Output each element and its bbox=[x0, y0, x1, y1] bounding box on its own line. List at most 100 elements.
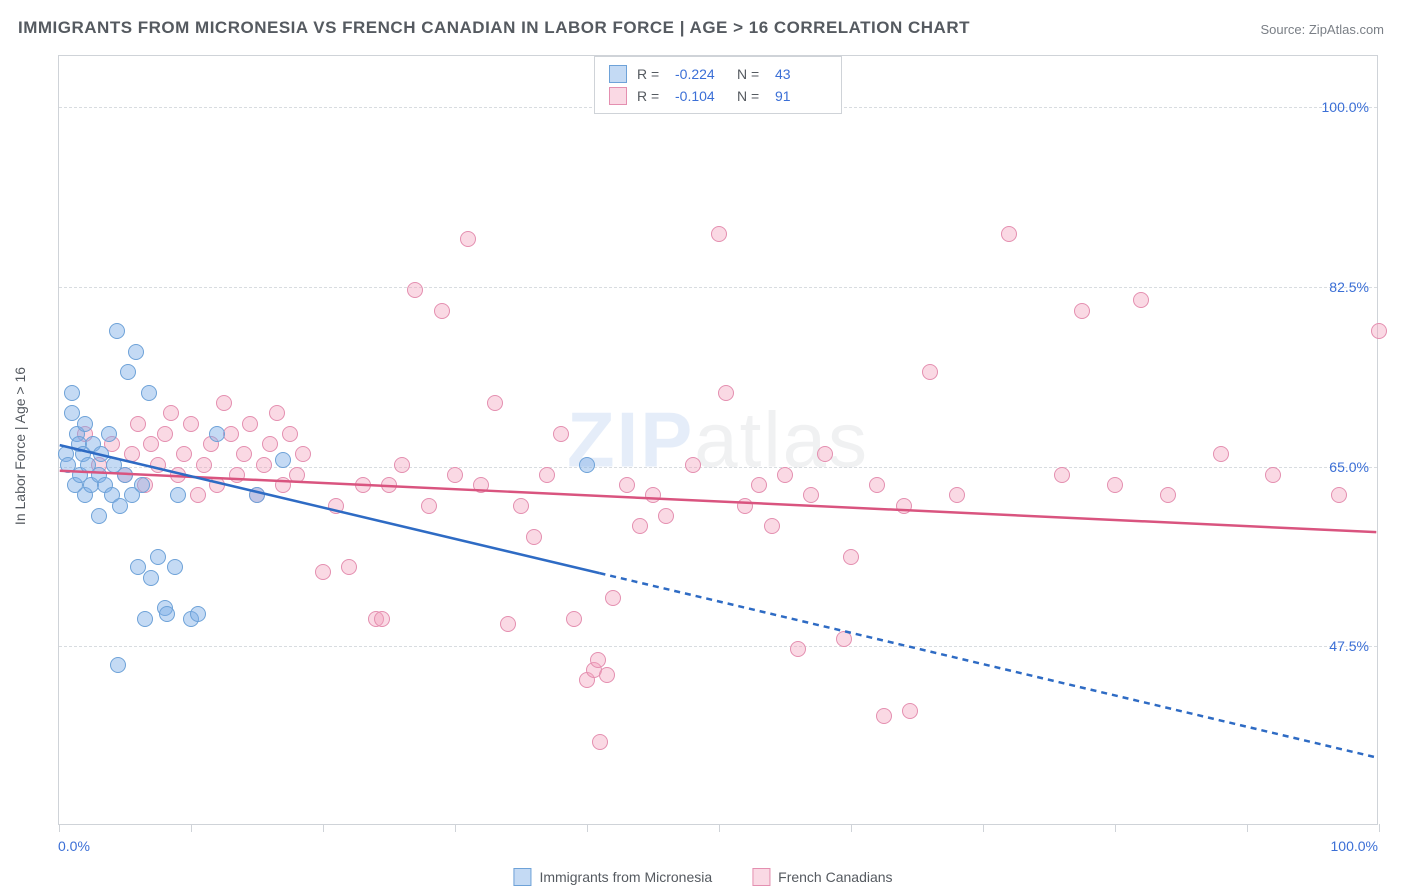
french-point bbox=[282, 426, 298, 442]
y-tick-label: 47.5% bbox=[1329, 638, 1369, 654]
y-axis-title: In Labor Force | Age > 16 bbox=[12, 367, 28, 525]
french-point bbox=[487, 395, 503, 411]
french-point bbox=[381, 477, 397, 493]
n-value-micronesia: 43 bbox=[775, 66, 827, 82]
micronesia-point bbox=[134, 477, 150, 493]
french-point bbox=[473, 477, 489, 493]
x-tick bbox=[59, 824, 60, 832]
r-value-french: -0.104 bbox=[675, 88, 727, 104]
legend-row-french: R = -0.104 N = 91 bbox=[609, 85, 827, 107]
micronesia-point bbox=[64, 385, 80, 401]
x-tick bbox=[719, 824, 720, 832]
french-point bbox=[341, 559, 357, 575]
x-tick bbox=[983, 824, 984, 832]
x-tick bbox=[323, 824, 324, 832]
french-point bbox=[143, 436, 159, 452]
legend-label-french: French Canadians bbox=[778, 869, 892, 885]
french-point bbox=[374, 611, 390, 627]
french-point bbox=[1107, 477, 1123, 493]
micronesia-point bbox=[159, 606, 175, 622]
y-tick-label: 65.0% bbox=[1329, 459, 1369, 475]
french-point bbox=[711, 226, 727, 242]
series-legend: Immigrants from Micronesia French Canadi… bbox=[513, 868, 892, 886]
trend-line bbox=[600, 573, 1377, 757]
french-point bbox=[751, 477, 767, 493]
french-point bbox=[447, 467, 463, 483]
micronesia-point bbox=[249, 487, 265, 503]
french-point bbox=[269, 405, 285, 421]
x-axis-max-label: 100.0% bbox=[1331, 838, 1378, 854]
n-label: N = bbox=[737, 88, 765, 104]
micronesia-point bbox=[275, 452, 291, 468]
french-point bbox=[407, 282, 423, 298]
micronesia-point bbox=[579, 457, 595, 473]
french-point bbox=[592, 734, 608, 750]
french-point bbox=[737, 498, 753, 514]
french-point bbox=[526, 529, 542, 545]
n-value-french: 91 bbox=[775, 88, 827, 104]
x-tick bbox=[851, 824, 852, 832]
french-point bbox=[949, 487, 965, 503]
micronesia-point bbox=[141, 385, 157, 401]
french-point bbox=[922, 364, 938, 380]
micronesia-point bbox=[167, 559, 183, 575]
french-point bbox=[605, 590, 621, 606]
french-point bbox=[869, 477, 885, 493]
n-label: N = bbox=[737, 66, 765, 82]
french-point bbox=[295, 446, 311, 462]
micronesia-point bbox=[110, 657, 126, 673]
legend-item-french: French Canadians bbox=[752, 868, 892, 886]
french-point bbox=[836, 631, 852, 647]
x-axis-min-label: 0.0% bbox=[58, 838, 90, 854]
french-point bbox=[645, 487, 661, 503]
french-point bbox=[1331, 487, 1347, 503]
french-point bbox=[817, 446, 833, 462]
micronesia-point bbox=[120, 364, 136, 380]
x-tick bbox=[1247, 824, 1248, 832]
chart-title: IMMIGRANTS FROM MICRONESIA VS FRENCH CAN… bbox=[18, 18, 970, 38]
french-point bbox=[289, 467, 305, 483]
french-point bbox=[275, 477, 291, 493]
french-point bbox=[632, 518, 648, 534]
swatch-french bbox=[609, 87, 627, 105]
french-point bbox=[183, 416, 199, 432]
french-point bbox=[130, 416, 146, 432]
french-point bbox=[315, 564, 331, 580]
legend-item-micronesia: Immigrants from Micronesia bbox=[513, 868, 712, 886]
french-point bbox=[843, 549, 859, 565]
french-point bbox=[236, 446, 252, 462]
micronesia-point bbox=[190, 606, 206, 622]
micronesia-point bbox=[170, 487, 186, 503]
micronesia-point bbox=[128, 344, 144, 360]
french-point bbox=[460, 231, 476, 247]
french-point bbox=[1371, 323, 1387, 339]
gridline bbox=[59, 646, 1377, 647]
source-attribution: Source: ZipAtlas.com bbox=[1260, 22, 1384, 37]
micronesia-point bbox=[91, 508, 107, 524]
french-point bbox=[718, 385, 734, 401]
x-tick bbox=[1115, 824, 1116, 832]
y-tick-label: 100.0% bbox=[1322, 99, 1369, 115]
french-point bbox=[619, 477, 635, 493]
french-point bbox=[209, 477, 225, 493]
french-point bbox=[566, 611, 582, 627]
french-point bbox=[242, 416, 258, 432]
micronesia-point bbox=[209, 426, 225, 442]
french-point bbox=[790, 641, 806, 657]
french-point bbox=[229, 467, 245, 483]
x-tick bbox=[191, 824, 192, 832]
gridline bbox=[59, 287, 1377, 288]
french-point bbox=[876, 708, 892, 724]
french-point bbox=[170, 467, 186, 483]
swatch-french-bottom bbox=[752, 868, 770, 886]
french-point bbox=[421, 498, 437, 514]
french-point bbox=[590, 652, 606, 668]
french-point bbox=[196, 457, 212, 473]
french-point bbox=[256, 457, 272, 473]
french-point bbox=[658, 508, 674, 524]
french-point bbox=[902, 703, 918, 719]
micronesia-point bbox=[137, 611, 153, 627]
french-point bbox=[539, 467, 555, 483]
swatch-micronesia bbox=[609, 65, 627, 83]
french-point bbox=[394, 457, 410, 473]
